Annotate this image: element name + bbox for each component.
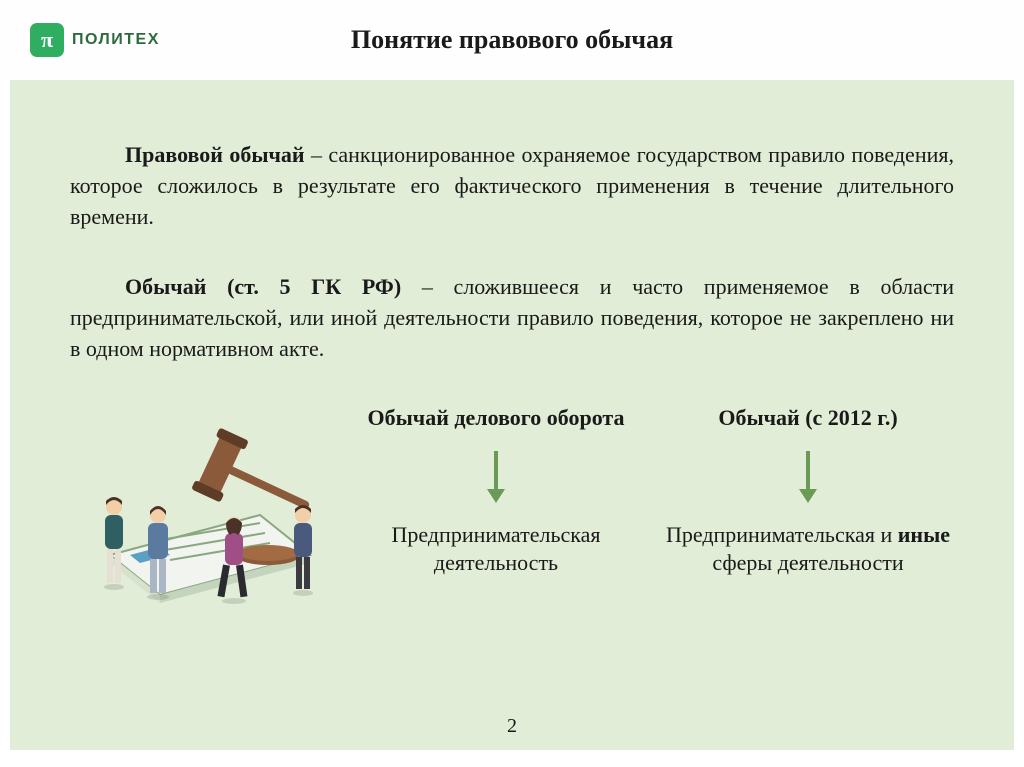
definition-term-gk: Обычай (ст. 5 ГК РФ) <box>125 274 401 299</box>
diagram-row: Обычай делового оборота Предпринимательс… <box>70 405 954 625</box>
column-body-right-pre: Предпринимательская и <box>666 522 898 547</box>
definition-custom-gk: Обычай (ст. 5 ГК РФ) – сложившееся и час… <box>70 272 954 364</box>
illustration-svg <box>70 405 350 625</box>
column-body-right-post: сферы деятельности <box>712 550 903 575</box>
column-business-custom: Обычай делового оборота Предпринимательс… <box>350 405 642 625</box>
header-bar: π ПОЛИТЕХ Понятие правового обычая <box>0 0 1024 80</box>
column-body-left: Предпринимательская деятельность <box>350 521 642 578</box>
arrow-down-icon <box>799 451 817 501</box>
definition-term: Правовой обычай <box>125 142 305 167</box>
page-title: Понятие правового обычая <box>0 25 1024 55</box>
column-heading-left: Обычай делового оборота <box>350 405 642 431</box>
arrow-down-icon <box>487 451 505 501</box>
definition-legal-custom: Правовой обычай – санкционированное охра… <box>70 140 954 232</box>
column-body-right-bold: иные <box>898 522 950 547</box>
diagram-columns: Обычай делового оборота Предпринимательс… <box>350 405 954 625</box>
page-number: 2 <box>10 715 1014 738</box>
content-area: Правовой обычай – санкционированное охра… <box>10 80 1014 750</box>
column-heading-right: Обычай (с 2012 г.) <box>662 405 954 431</box>
column-body-right: Предпринимательская и иные сферы деятель… <box>662 521 954 578</box>
illustration-people-gavel <box>70 405 350 625</box>
column-custom-2012: Обычай (с 2012 г.) Предпринимательская и… <box>662 405 954 625</box>
